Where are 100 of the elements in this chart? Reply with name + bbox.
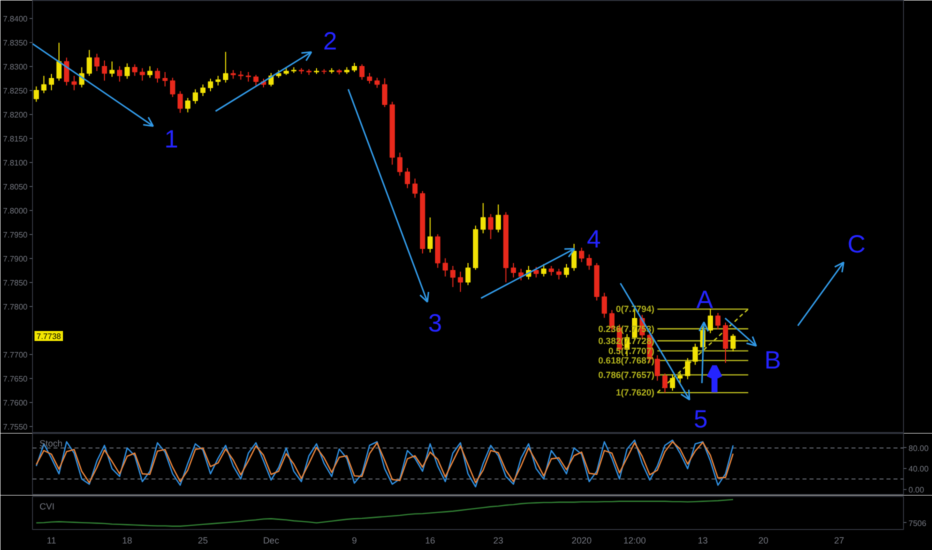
y-tick-label: 7.8050: [3, 182, 28, 192]
candlestick: [586, 254, 592, 270]
candlestick: [442, 258, 448, 277]
y-tick-label: 7.8350: [3, 38, 28, 48]
y-tick-label: 40.00: [908, 464, 930, 474]
candlestick: [571, 243, 577, 272]
candlestick: [192, 88, 198, 104]
annotation: 1: [164, 125, 178, 154]
x-tick-label: 11: [46, 536, 56, 546]
candlestick: [246, 72, 251, 82]
candlestick: [72, 75, 77, 91]
candlestick: [132, 64, 138, 76]
candlestick: [374, 77, 380, 88]
candlestick: [162, 72, 168, 87]
candlestick: [496, 204, 501, 233]
candlestick: [41, 75, 46, 94]
x-tick-label: 13: [698, 536, 708, 546]
candlestick: [64, 57, 70, 86]
candlestick: [670, 374, 676, 392]
chart-title: CVI: [40, 502, 55, 512]
x-tick-label: Dec: [263, 536, 280, 546]
y-tick-label: 7.7850: [3, 278, 28, 288]
candlestick: [208, 78, 214, 92]
candlestick: [458, 271, 464, 292]
candlestick: [465, 262, 471, 286]
candlestick: [556, 268, 562, 280]
candlestick: [450, 265, 456, 288]
candlestick: [662, 372, 668, 394]
series-label: 1(7.7620): [616, 388, 654, 398]
y-tick-label: 7.7700: [3, 350, 28, 360]
candlestick: [102, 60, 108, 82]
x-tick-label: 27: [834, 536, 844, 546]
y-tick-label: 7.7900: [3, 254, 28, 264]
y-tick-label: 7.7950: [3, 230, 28, 240]
x-tick-label: 23: [493, 536, 504, 546]
y-tick-label: 7.8250: [3, 86, 28, 96]
y-tick-label: 7.8200: [3, 110, 28, 120]
candlestick: [48, 73, 54, 91]
candlestick: [109, 60, 115, 78]
candlestick: [692, 343, 698, 366]
candlestick: [397, 152, 402, 176]
candlestick: [253, 74, 259, 86]
candlestick: [428, 216, 433, 253]
candlestick: [730, 334, 736, 352]
candlestick: [223, 51, 228, 84]
annotation: 5: [694, 406, 708, 434]
x-tick-label: 16: [425, 536, 436, 546]
candlestick: [708, 308, 713, 334]
candlestick: [412, 178, 418, 198]
annotation: 3: [428, 310, 442, 338]
candlestick: [34, 86, 39, 102]
y-tick-label: 0.00: [908, 485, 925, 494]
candlestick: [404, 168, 410, 189]
candlestick: [534, 266, 539, 278]
candlestick: [382, 78, 388, 108]
candlestick: [140, 68, 145, 82]
candlestick: [215, 75, 221, 86]
candlestick: [480, 202, 486, 234]
candlestick: [366, 72, 372, 84]
y-tick-label: 7.7650: [3, 374, 28, 384]
y-tick-label: 7.8100: [3, 158, 28, 168]
y-tick-label: 7.7600: [3, 398, 28, 408]
x-tick-label: 9: [352, 536, 357, 546]
x-tick-label: 18: [122, 536, 132, 546]
text: Stoch: [40, 438, 63, 448]
candlestick: [541, 264, 546, 277]
text: 7506: [908, 518, 927, 528]
line-series: [656, 308, 749, 394]
candlestick: [677, 372, 683, 384]
candlestick: [654, 354, 660, 382]
x-tick-label: 20: [758, 536, 768, 546]
annotation: B: [764, 346, 782, 374]
candlestick: [564, 264, 570, 278]
candlestick: [117, 66, 122, 82]
candlestick: [579, 247, 584, 263]
candlestick: [352, 62, 357, 73]
annotation: A: [696, 286, 714, 314]
y-tick-label: 7.8400: [3, 14, 28, 24]
candlestick: [170, 77, 176, 98]
x-tick-label: 12:00: [623, 536, 646, 546]
annotation: 2: [323, 28, 338, 56]
y-tick-label: 7.8000: [3, 206, 28, 216]
candlestick: [94, 53, 100, 72]
candlestick: [722, 322, 728, 364]
candlestick: [359, 64, 365, 80]
y-tick-label: 7.8150: [3, 134, 28, 144]
candlestick: [178, 90, 183, 114]
candlestick: [685, 358, 690, 380]
y-tick-label: 80.00: [908, 444, 930, 453]
annotation: 4: [586, 225, 601, 254]
candlestick: [548, 265, 554, 276]
candlestick: [488, 214, 494, 240]
y-tick-label: 7.7550: [3, 422, 28, 432]
annotation: 7.7738: [36, 332, 62, 342]
candlestick: [56, 42, 62, 82]
candlestick: [510, 262, 516, 278]
series-label: 0.786(7.7657): [598, 370, 654, 380]
candlestick: [715, 312, 721, 330]
annotation: C: [848, 230, 866, 258]
candlestick: [185, 97, 190, 113]
